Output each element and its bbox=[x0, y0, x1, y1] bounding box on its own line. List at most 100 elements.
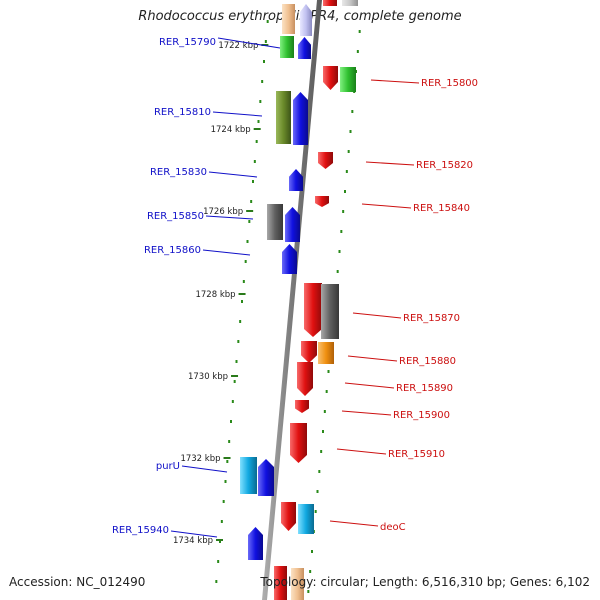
inner-track-dot bbox=[237, 340, 240, 343]
scale-tick bbox=[253, 128, 261, 130]
outer-track-dot bbox=[311, 550, 313, 553]
label-leaders bbox=[170, 37, 420, 538]
scale-tick-label: 1730 kbp bbox=[188, 372, 228, 382]
gene-label-right[interactable]: deoC bbox=[380, 522, 406, 533]
genome-backbone bbox=[262, 0, 322, 600]
gene-leader-line bbox=[336, 448, 387, 455]
inner-track-dot bbox=[242, 280, 245, 283]
outer-track-dot bbox=[327, 370, 330, 373]
gene-feature-silver bbox=[342, 0, 358, 6]
inner-track-dot bbox=[257, 120, 260, 123]
outer-track-dot bbox=[347, 150, 350, 153]
gene-leader-line bbox=[361, 203, 412, 209]
gene-label-right[interactable]: RER_15820 bbox=[416, 160, 473, 171]
gene-feature-red bbox=[323, 66, 338, 90]
inner-track-dot bbox=[253, 160, 256, 163]
gene-leader-line bbox=[202, 249, 251, 256]
inner-track-dot bbox=[266, 20, 269, 23]
scale-tick bbox=[261, 44, 269, 46]
inner-track-dot bbox=[263, 60, 265, 63]
gene-label-right[interactable]: RER_15890 bbox=[396, 383, 453, 394]
inner-track-dot bbox=[248, 220, 251, 223]
outer-track-dot bbox=[338, 250, 341, 253]
outer-track-dot bbox=[325, 390, 328, 393]
scale-ticks: 1722 kbp 1724 kbp 1726 kbp 1728 kbp 1730 kbp… bbox=[173, 41, 269, 546]
inner-track-dot bbox=[224, 480, 227, 483]
scale-tick-label: 1734 kbp bbox=[173, 536, 213, 546]
gene-labels: RER_15790 RER_15810 RER_15830 RER_15850 RER_… bbox=[112, 37, 478, 536]
scale-tick bbox=[231, 375, 239, 377]
gene-leader-line bbox=[370, 79, 420, 84]
gene-feature-blue bbox=[248, 527, 263, 560]
gene-leader-line bbox=[170, 530, 218, 538]
gene-label-right[interactable]: RER_15900 bbox=[393, 410, 450, 421]
scale-tick bbox=[216, 539, 223, 541]
gene-feature-cyan bbox=[240, 457, 257, 494]
inner-track-dot bbox=[215, 580, 218, 583]
gene-label-right[interactable]: RER_15880 bbox=[399, 356, 456, 367]
outer-track-dot bbox=[316, 490, 319, 493]
outer-track-dot bbox=[322, 430, 324, 433]
inner-track-dot bbox=[250, 200, 253, 203]
gene-feature-red bbox=[301, 341, 317, 363]
gene-feature-blue bbox=[293, 92, 308, 145]
inner-track-dot bbox=[241, 300, 243, 303]
gene-leader-line bbox=[352, 312, 402, 319]
gene-label-left[interactable]: RER_15830 bbox=[150, 167, 207, 178]
gene-leader-line bbox=[205, 215, 254, 220]
gene-feature-red bbox=[297, 362, 313, 396]
gene-feature-green bbox=[340, 67, 356, 92]
gene-label-left[interactable]: RER_15790 bbox=[159, 37, 216, 48]
gene-feature-red bbox=[315, 196, 329, 207]
inner-track-dot bbox=[219, 540, 221, 543]
gene-feature-orange bbox=[318, 342, 334, 364]
gene-label-left[interactable]: RER_15940 bbox=[112, 525, 169, 536]
gene-leader-line bbox=[181, 465, 228, 473]
inner-track-dot bbox=[235, 360, 238, 363]
scale-tick-label: 1724 kbp bbox=[211, 125, 251, 135]
gene-feature-green bbox=[280, 36, 294, 58]
gene-label-right[interactable]: RER_15800 bbox=[421, 78, 478, 89]
gene-leader-line bbox=[341, 410, 392, 416]
scale-tick-label: 1722 kbp bbox=[218, 41, 258, 51]
outer-track-dot bbox=[307, 590, 310, 593]
inner-track-dot bbox=[255, 140, 258, 143]
gene-leader-line bbox=[329, 520, 379, 527]
outer-track-dot bbox=[318, 470, 321, 473]
gene-label-left[interactable]: purU bbox=[156, 461, 180, 472]
gene-leader-line bbox=[217, 37, 281, 49]
inner-track-dot bbox=[259, 100, 262, 103]
inner-track-dot bbox=[228, 440, 231, 443]
outer-track-dot bbox=[336, 270, 339, 273]
outer-track-dot bbox=[320, 450, 323, 453]
gene-label-left[interactable]: RER_15810 bbox=[154, 107, 211, 118]
gene-leader-line bbox=[344, 382, 395, 389]
inner-track-dot bbox=[239, 320, 242, 323]
inner-track-dot bbox=[244, 260, 247, 263]
gene-feature-red bbox=[281, 502, 296, 531]
inner-track-dot bbox=[233, 380, 236, 383]
outer-track-dot bbox=[351, 110, 354, 113]
inner-track-dot bbox=[217, 560, 220, 563]
scale-tick bbox=[246, 210, 254, 212]
gene-feature-cyan bbox=[298, 504, 314, 534]
gene-label-left[interactable]: RER_15850 bbox=[147, 211, 204, 222]
outer-track-dot bbox=[314, 510, 317, 513]
gene-label-left[interactable]: RER_15860 bbox=[144, 245, 201, 256]
gene-feature-blue bbox=[289, 169, 303, 191]
gene-feature-blue bbox=[282, 244, 297, 274]
inner-track-dot bbox=[222, 500, 225, 503]
gene-leader-line bbox=[347, 355, 398, 362]
gene-feature-lavender bbox=[300, 4, 312, 36]
gene-label-right[interactable]: RER_15840 bbox=[413, 203, 470, 214]
gene-feature-peach bbox=[282, 4, 295, 34]
gene-label-right[interactable]: RER_15870 bbox=[403, 313, 460, 324]
scale-tick bbox=[238, 293, 246, 295]
gene-feature-olive bbox=[276, 91, 291, 144]
gene-feature-red bbox=[274, 566, 287, 600]
gene-label-right[interactable]: RER_15910 bbox=[388, 449, 445, 460]
gene-features bbox=[240, 0, 358, 600]
gene-feature-blue bbox=[258, 459, 274, 496]
scale-tick-label: 1726 kbp bbox=[203, 207, 243, 217]
